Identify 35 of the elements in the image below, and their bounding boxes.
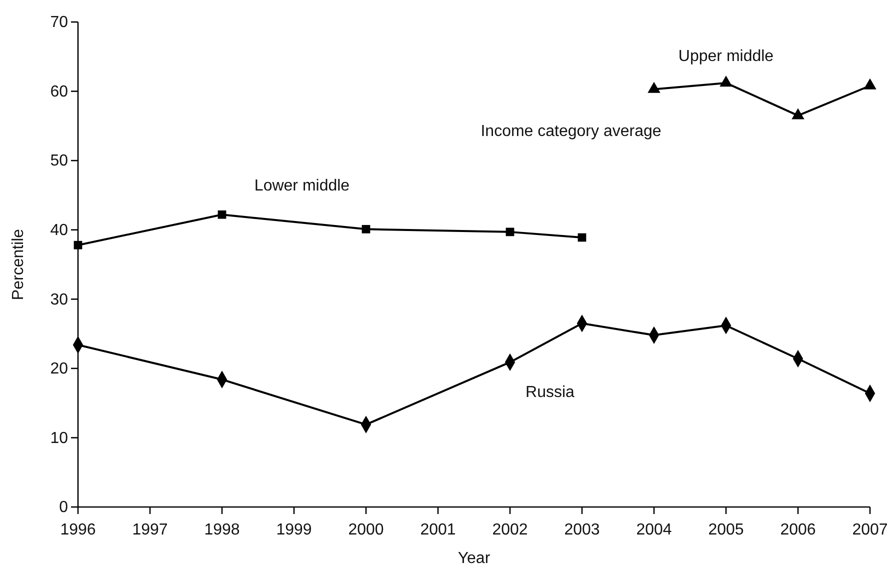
x-axis-title: Year [458, 550, 491, 567]
x-tick-label: 2005 [708, 522, 744, 539]
point [864, 78, 876, 90]
y-tick-label: 70 [50, 14, 68, 32]
y-tick-label: 0 [59, 499, 68, 516]
x-tick-label: 2001 [420, 522, 456, 539]
y-tick-label: 50 [50, 152, 68, 170]
point [578, 233, 586, 242]
x-tick-label: 2006 [780, 522, 816, 539]
x-tick-label: 2000 [348, 522, 384, 539]
x-tick-label: 1997 [132, 522, 168, 539]
point [362, 224, 370, 234]
point [648, 82, 660, 93]
x-tick-label: 2003 [564, 522, 600, 539]
series-label: Russia [526, 384, 575, 402]
x-tick-label: 2007 [852, 522, 888, 539]
point [506, 228, 514, 236]
x-tick-label: 2004 [636, 522, 672, 539]
y-tick-label: 40 [50, 222, 68, 239]
series-label: Lower middle [254, 178, 350, 195]
point [74, 240, 82, 250]
x-tick-label: 1999 [276, 522, 312, 539]
series-label: Upper middle [678, 48, 774, 65]
y-tick-label: 60 [50, 83, 68, 100]
x-tick-label: 1998 [204, 522, 240, 539]
point [792, 108, 804, 120]
y-tick-label: 20 [50, 360, 68, 378]
point [218, 210, 226, 219]
x-tick-label: 1996 [60, 522, 96, 539]
y-tick-label: 30 [50, 291, 68, 308]
y-tick-label: 10 [50, 430, 68, 447]
annotation: Income category average [480, 123, 662, 140]
point [720, 76, 732, 87]
x-tick-label: 2002 [492, 522, 528, 539]
y-axis-title: Percentile [10, 228, 27, 300]
